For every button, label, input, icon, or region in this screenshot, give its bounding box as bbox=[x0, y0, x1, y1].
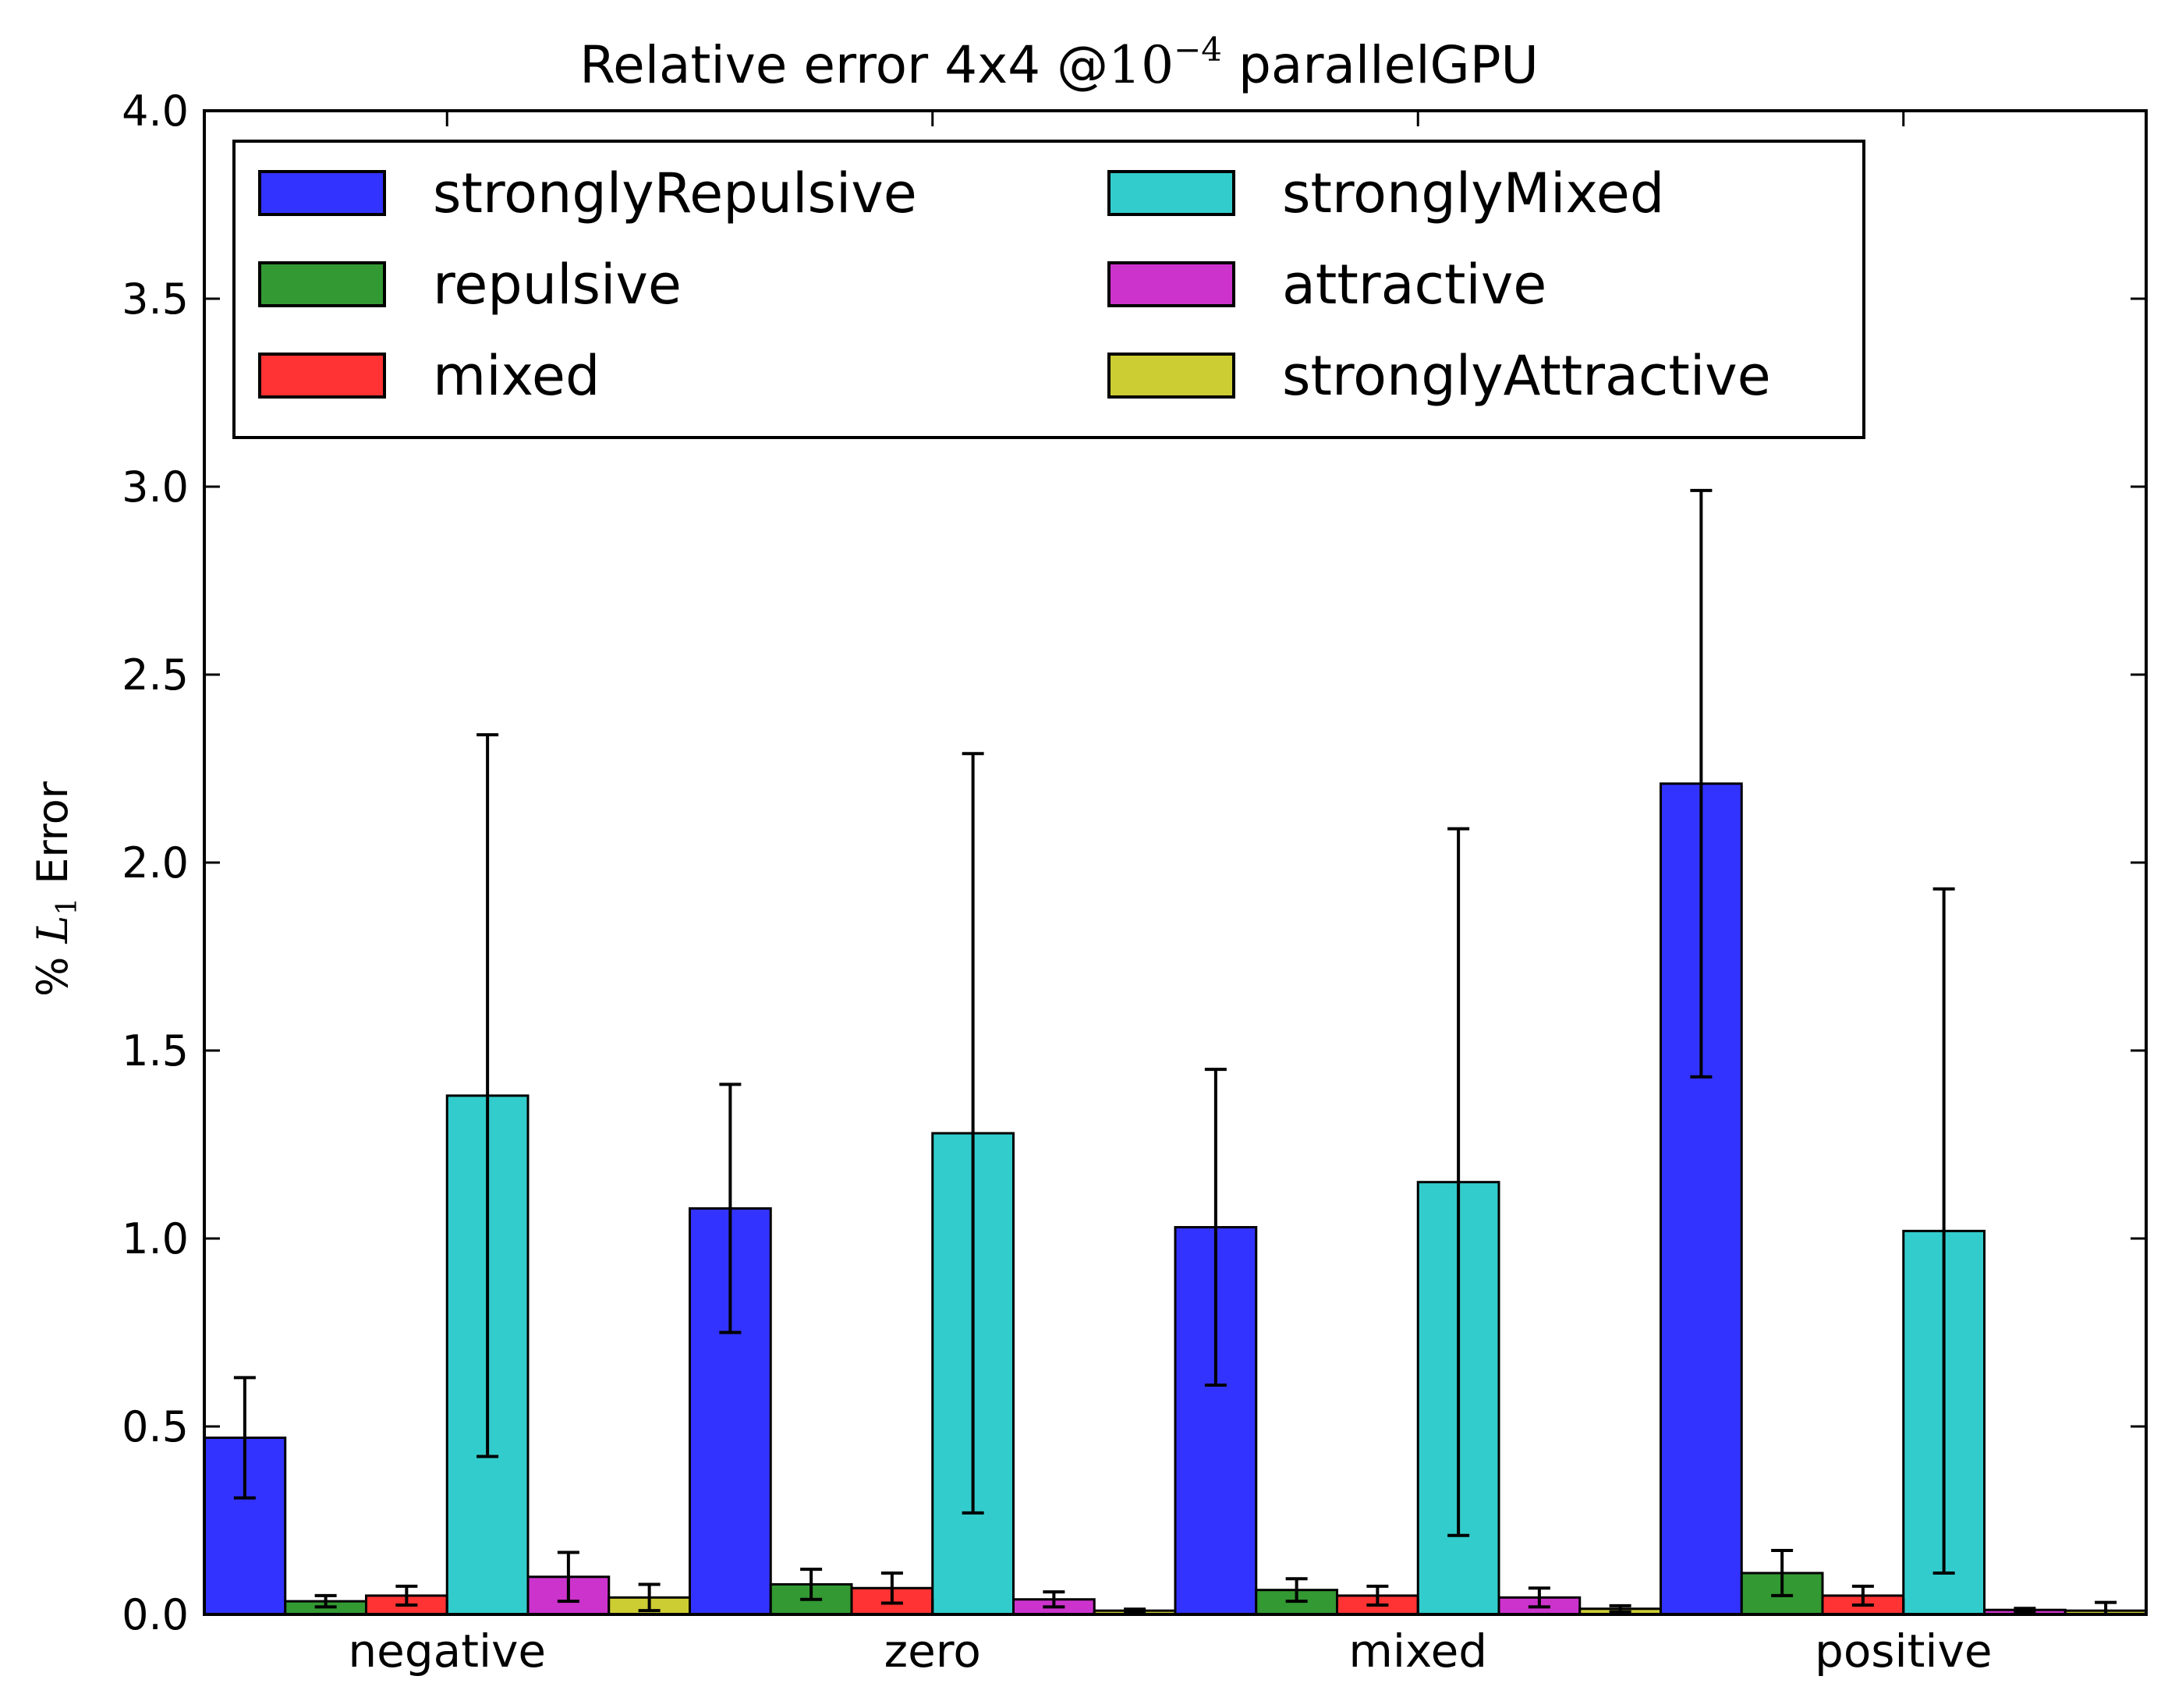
title-suffix: parallelGPU bbox=[1222, 35, 1539, 95]
x-tick-label: zero bbox=[884, 1625, 981, 1678]
legend-label: mixed bbox=[433, 344, 600, 408]
series-stronglyMixed bbox=[445, 733, 1986, 1616]
legend-swatch bbox=[258, 170, 386, 216]
legend-item: attractive bbox=[1107, 253, 1546, 317]
y-tick-label: 2.0 bbox=[122, 838, 189, 888]
legend-swatch bbox=[258, 261, 386, 307]
y-tick-label: 1.5 bbox=[122, 1026, 189, 1075]
y-axis-label: % L1 Error bbox=[28, 781, 83, 997]
legend-label: stronglyAttractive bbox=[1282, 344, 1771, 408]
legend-item: stronglyAttractive bbox=[1107, 344, 1771, 408]
axes: 0.0 0.5 1.0 1.5 2.0 2.5 3.0 3.5 4.0 negative zero m… bbox=[122, 87, 2148, 1678]
x-tick-label: mixed bbox=[1348, 1625, 1487, 1678]
title-math-exponent: −4 bbox=[1174, 30, 1222, 69]
y-tick-label: 4.0 bbox=[122, 87, 189, 136]
legend-item: repulsive bbox=[258, 253, 682, 317]
series-stronglyRepulsive bbox=[203, 488, 1743, 1616]
legend-label: stronglyMixed bbox=[1282, 161, 1664, 225]
y-tick-label: 0.0 bbox=[122, 1590, 189, 1639]
legend-swatch bbox=[1107, 353, 1235, 399]
legend-item: mixed bbox=[258, 344, 600, 408]
legend-item: stronglyMixed bbox=[1107, 161, 1664, 225]
ylabel-subscript: 1 bbox=[51, 898, 83, 916]
series-attractive bbox=[526, 1550, 2067, 1616]
title-math-base: 10 bbox=[1108, 35, 1174, 95]
legend-label: repulsive bbox=[433, 253, 682, 317]
legend-item: stronglyRepulsive bbox=[258, 161, 917, 225]
title-prefix: Relative error 4x4 @ bbox=[579, 35, 1108, 95]
plot-area bbox=[203, 488, 2148, 1616]
y-tick-label: 3.5 bbox=[122, 275, 189, 324]
legend-box bbox=[232, 140, 1865, 439]
y-tick-label: 0.5 bbox=[122, 1402, 189, 1451]
legend-swatch bbox=[258, 353, 386, 399]
x-tick-label: positive bbox=[1815, 1625, 1993, 1678]
legend-label: attractive bbox=[1282, 253, 1546, 317]
series-stronglyAttractive bbox=[608, 1582, 2148, 1616]
y-tick-label: 3.0 bbox=[122, 462, 189, 512]
legend-label: stronglyRepulsive bbox=[433, 161, 917, 225]
ylabel-prefix: % bbox=[28, 944, 77, 997]
legend-swatch bbox=[1107, 170, 1235, 216]
legend-swatch bbox=[1107, 261, 1235, 307]
y-tick-label: 1.0 bbox=[122, 1214, 189, 1263]
ylabel-suffix: Error bbox=[28, 781, 77, 898]
chart-title: Relative error 4x4 @10−4 parallelGPU bbox=[579, 30, 1539, 95]
x-tick-label: negative bbox=[348, 1625, 546, 1678]
legend: stronglyRepulsive repulsive mixed stronglyM… bbox=[232, 140, 1865, 439]
y-tick-label: 2.5 bbox=[122, 650, 189, 700]
ylabel-symbol: L bbox=[28, 916, 77, 944]
